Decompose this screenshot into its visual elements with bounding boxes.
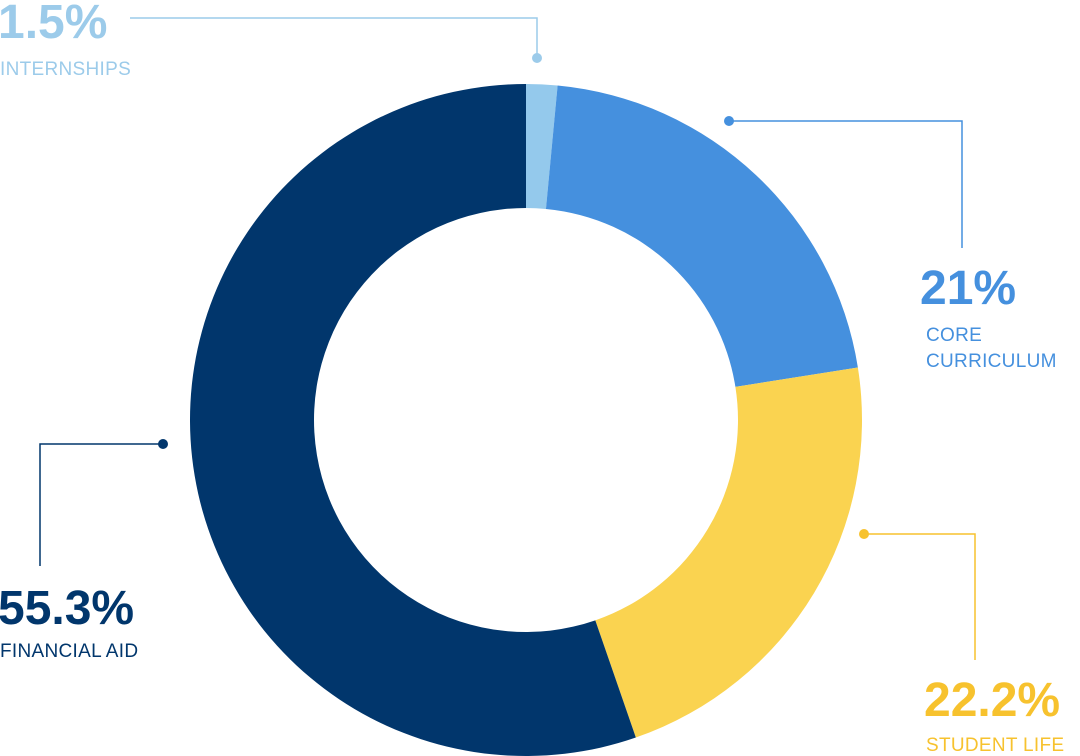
leader-lines (39, 17, 976, 660)
slice-internships (526, 84, 558, 209)
label-financial-aid-percent: 55.3% (0, 582, 134, 635)
slice-financial-aid (190, 84, 636, 756)
label-core-curriculum-category-line2: CURRICULUM (926, 351, 1057, 372)
leader-dot-core-curriculum (724, 116, 734, 126)
leader-line-internships (130, 17, 538, 58)
label-internships-category: INTERNSHIPS (0, 59, 131, 80)
label-student-life-category: STUDENT LIFE (926, 735, 1064, 756)
label-core-curriculum-category-line1: CORE (926, 325, 982, 346)
leader-dot-financial-aid (158, 439, 168, 449)
leader-line-student-life (864, 533, 976, 660)
donut-slices (190, 84, 862, 756)
label-student-life-percent: 22.2% (924, 674, 1060, 727)
label-core-curriculum-percent: 21% (920, 262, 1016, 315)
label-internships-percent: 1.5% (0, 0, 107, 49)
slice-core-curriculum (545, 85, 858, 387)
leader-line-core-curriculum (729, 120, 963, 248)
label-financial-aid-category: FINANCIAL AID (0, 641, 138, 662)
leader-dot-internships (532, 53, 542, 63)
leader-dot-student-life (859, 529, 869, 539)
slice-student-life (595, 367, 862, 738)
leader-line-financial-aid (39, 443, 163, 566)
